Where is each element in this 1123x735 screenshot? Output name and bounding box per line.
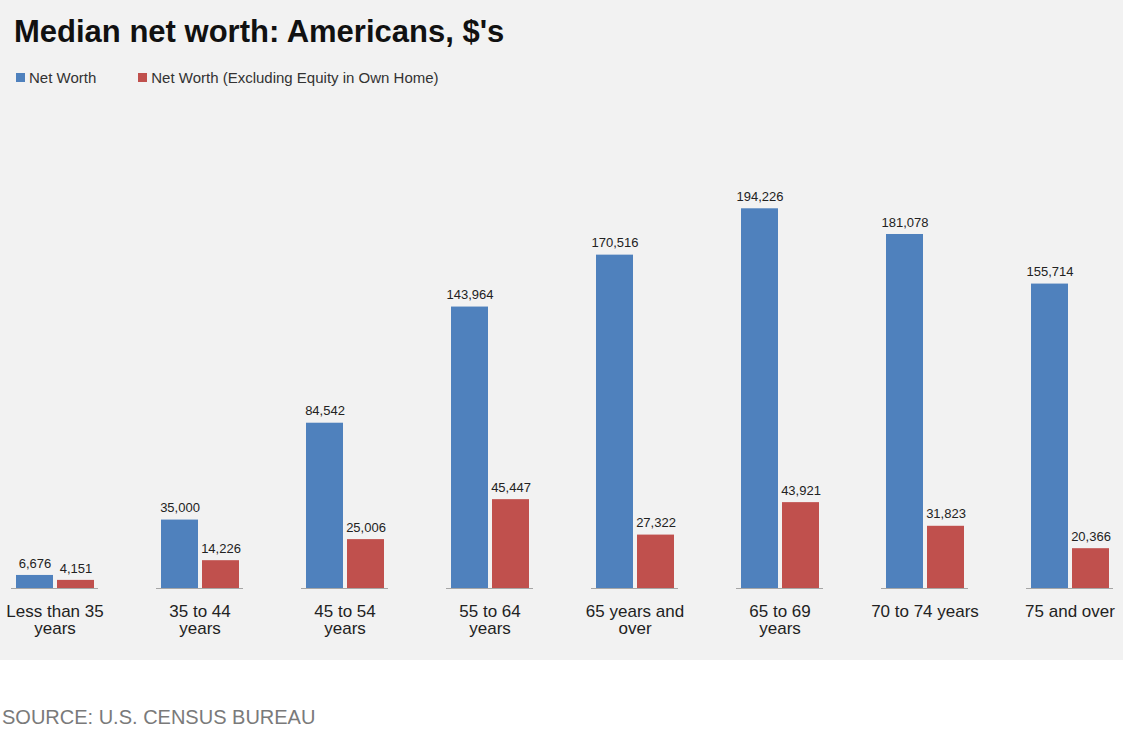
svg-text:155,714: 155,714 bbox=[1027, 264, 1074, 279]
svg-text:14,226: 14,226 bbox=[201, 541, 241, 556]
svg-text:31,823: 31,823 bbox=[926, 506, 966, 521]
html-text:Median net worth: Americans, $: Median net worth: Americans, $'s bbox=[14, 14, 505, 49]
svg-text:20,366: 20,366 bbox=[1071, 529, 1111, 544]
svg-text:Less than 35years: Less than 35years bbox=[6, 602, 103, 638]
svg-text:65 years andover: 65 years andover bbox=[586, 602, 684, 638]
svg-text:181,078: 181,078 bbox=[882, 215, 929, 230]
svg-text:35 to 44years: 35 to 44years bbox=[169, 602, 230, 638]
svg-text:143,964: 143,964 bbox=[447, 287, 494, 302]
svg-text:45 to 54years: 45 to 54years bbox=[314, 602, 375, 638]
svg-text:27,322: 27,322 bbox=[636, 515, 676, 530]
html-text:Net Worth (Excluding Equity in: Net Worth (Excluding Equity in Own Home) bbox=[151, 68, 439, 86]
svg-text:4,151: 4,151 bbox=[60, 561, 93, 576]
svg-text:65 to 69years: 65 to 69years bbox=[749, 602, 810, 638]
svg-text:70 to 74 years: 70 to 74 years bbox=[871, 602, 979, 621]
html-text:Net Worth: Net Worth bbox=[29, 68, 97, 86]
svg-text:35,000: 35,000 bbox=[160, 500, 200, 515]
svg-text:170,516: 170,516 bbox=[592, 235, 639, 250]
svg-text:6,676: 6,676 bbox=[19, 556, 52, 571]
svg-text:55 to 64years: 55 to 64years bbox=[459, 602, 520, 638]
html-text:SOURCE: U.S. CENSUS BUREAU: SOURCE: U.S. CENSUS BUREAU bbox=[2, 706, 316, 728]
svg-text:194,226: 194,226 bbox=[737, 189, 784, 204]
svg-text:43,921: 43,921 bbox=[781, 483, 821, 498]
svg-text:25,006: 25,006 bbox=[346, 520, 386, 535]
svg-text:75 and over: 75 and over bbox=[1025, 602, 1115, 621]
svg-text:45,447: 45,447 bbox=[491, 480, 531, 495]
svg-text:84,542: 84,542 bbox=[305, 403, 345, 418]
